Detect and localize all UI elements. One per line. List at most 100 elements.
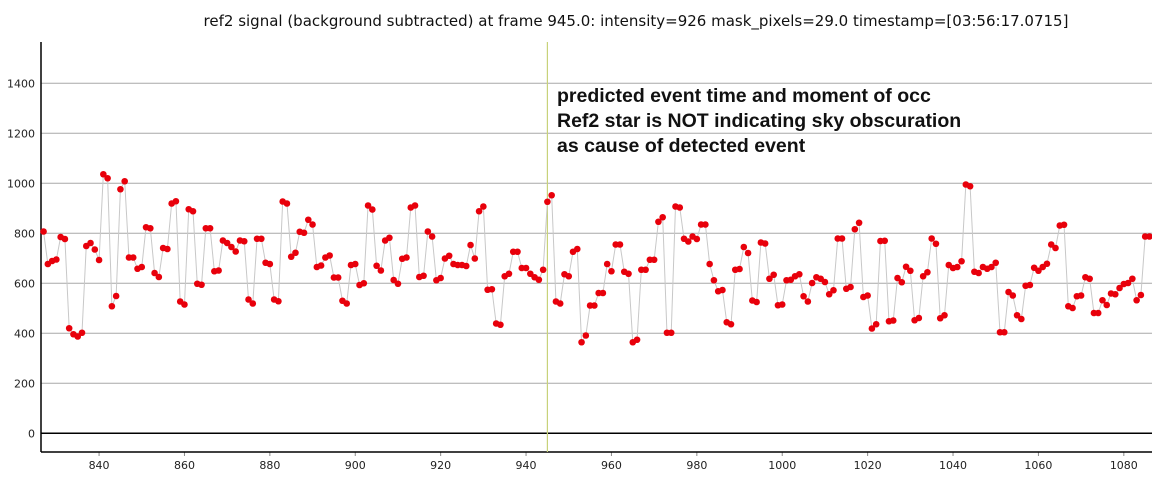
data-point: [369, 206, 376, 213]
x-tick-label: 1080: [1110, 459, 1138, 472]
data-point: [343, 300, 351, 307]
data-point: [864, 292, 871, 299]
data-point: [117, 185, 124, 193]
data-point: [932, 240, 940, 248]
y-tick-label: 0: [28, 427, 35, 440]
data-point: [548, 191, 555, 199]
data-point: [304, 216, 312, 224]
data-point: [258, 235, 265, 243]
data-point: [655, 218, 662, 226]
gridlines: [41, 82, 1152, 434]
data-point: [685, 238, 692, 245]
data-point: [770, 271, 777, 279]
x-tick-label: 960: [601, 459, 622, 472]
data-point: [1052, 244, 1059, 252]
data-point: [1077, 292, 1085, 299]
data-point: [467, 241, 474, 249]
data-point: [659, 213, 666, 221]
data-point: [1013, 311, 1021, 319]
data-point: [386, 234, 393, 242]
data-point: [189, 207, 197, 215]
data-point: [1133, 296, 1140, 304]
data-point: [796, 270, 803, 278]
data-point: [228, 243, 235, 251]
data-point: [676, 204, 684, 211]
data-point: [821, 278, 829, 286]
data-point: [275, 297, 282, 305]
data-point: [317, 262, 325, 269]
data-point: [245, 296, 252, 303]
y-tick-label: 200: [14, 377, 35, 390]
data-point: [988, 263, 995, 271]
y-tick-label: 400: [14, 327, 35, 340]
data-point: [616, 241, 624, 248]
chart-title: ref2 signal (background subtracted) at f…: [203, 12, 1069, 30]
data-point: [830, 286, 837, 294]
data-point: [112, 292, 120, 300]
data-point: [625, 270, 632, 278]
data-point: [740, 243, 748, 251]
data-point: [907, 267, 914, 275]
x-tick-label: 860: [174, 459, 195, 472]
data-point: [91, 246, 99, 253]
data-point: [804, 298, 812, 305]
data-point: [556, 300, 564, 307]
x-tick-label: 900: [345, 459, 366, 472]
data-point: [1060, 221, 1068, 229]
y-tick-label: 800: [14, 227, 35, 240]
data-point: [710, 276, 718, 284]
data-point: [232, 248, 240, 255]
data-point: [766, 275, 773, 283]
x-tick-label: 940: [516, 459, 537, 472]
data-point: [941, 311, 948, 319]
data-point: [424, 228, 432, 235]
data-point: [1103, 301, 1111, 309]
data-point: [573, 245, 581, 253]
data-point: [78, 329, 86, 337]
data-point: [578, 338, 585, 346]
data-point: [1026, 281, 1034, 289]
data-point: [608, 267, 615, 275]
data-point: [420, 272, 427, 280]
x-tick-label: 980: [686, 459, 707, 472]
data-point: [394, 280, 402, 288]
data-point: [151, 269, 158, 277]
data-point: [838, 235, 846, 242]
data-point: [953, 263, 961, 271]
series-line: [43, 173, 1150, 344]
data-point: [471, 255, 479, 262]
data-point: [992, 259, 1000, 267]
x-tick-label: 1020: [854, 459, 882, 472]
data-point: [924, 268, 931, 276]
data-point: [582, 332, 590, 339]
data-point: [1043, 260, 1051, 268]
y-tick-label: 1200: [7, 127, 35, 140]
data-point: [53, 256, 60, 263]
data-point: [287, 253, 295, 261]
y-tick-label: 600: [14, 277, 35, 290]
annotation-line-1: predicted event time and moment of occ: [557, 85, 931, 107]
data-point: [825, 290, 833, 298]
data-point: [902, 263, 910, 271]
data-point: [1111, 290, 1119, 298]
tick-labels: 0 200 400 600 800 1000 1200 1400 840 860 880 900 920…: [7, 77, 1138, 472]
data-point: [706, 260, 713, 268]
y-tick-label: 1400: [7, 77, 35, 90]
data-point: [104, 174, 111, 182]
data-point: [266, 260, 274, 268]
data-point: [753, 298, 760, 306]
data-point: [919, 272, 927, 280]
data-point: [215, 267, 222, 274]
data-point: [650, 256, 658, 264]
data-point: [514, 248, 521, 256]
data-point: [667, 329, 675, 337]
data-point: [1094, 309, 1102, 317]
annotation-line-2: Ref2 star is NOT indicating sky obscurat…: [557, 110, 962, 132]
data-point: [1099, 296, 1106, 304]
data-point: [505, 270, 513, 278]
data-point: [40, 228, 47, 235]
data-point: [164, 245, 171, 253]
data-point: [1009, 292, 1017, 299]
data-point: [693, 235, 701, 243]
